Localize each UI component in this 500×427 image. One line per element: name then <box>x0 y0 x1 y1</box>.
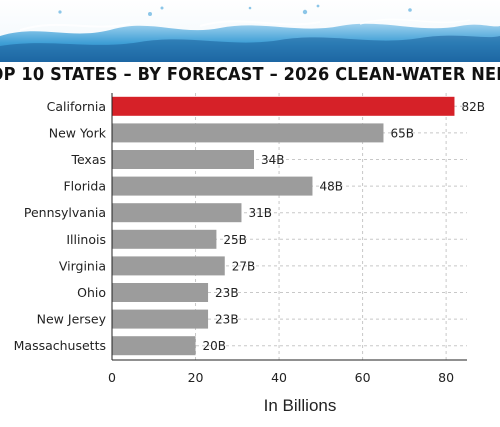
category-label: New York <box>49 125 107 140</box>
category-label: Massachusetts <box>14 338 106 353</box>
bar <box>112 256 225 276</box>
x-tick-label: 20 <box>188 370 204 385</box>
bar <box>112 309 209 329</box>
chart-title: TOP 10 STATES – BY FORECAST – 2026 CLEAN… <box>0 65 500 85</box>
bar <box>112 176 313 196</box>
bar <box>112 150 254 169</box>
bars <box>112 96 455 356</box>
value-label: 25B <box>223 233 247 247</box>
bar <box>112 203 242 223</box>
value-label: 34B <box>261 153 285 167</box>
bar <box>112 96 455 116</box>
x-tick-label: 40 <box>271 370 287 385</box>
value-label: 31B <box>248 206 272 220</box>
category-label: Virginia <box>59 258 106 273</box>
x-axis-label: In Billions <box>263 396 337 415</box>
bar <box>112 123 384 143</box>
category-label: New Jersey <box>37 312 107 327</box>
value-label: 65B <box>390 126 414 140</box>
x-tick-label: 60 <box>355 370 371 385</box>
bar <box>112 229 217 249</box>
value-label: 23B <box>215 286 239 300</box>
value-label: 48B <box>319 180 343 194</box>
bar <box>112 336 196 356</box>
value-label: 23B <box>215 313 239 327</box>
category-label: Florida <box>63 179 106 194</box>
value-label: 82B <box>461 100 485 114</box>
value-label: 20B <box>203 339 227 353</box>
category-label: Illinois <box>66 232 106 247</box>
water-splash-banner <box>0 0 500 62</box>
labels: 0 20 40 60 80 California 82B New York 65B Texas 34… <box>14 99 485 385</box>
category-label: Ohio <box>77 285 106 300</box>
value-label: 27B <box>232 259 256 273</box>
category-label: Texas <box>70 152 106 167</box>
chart-title-band: TOP 10 STATES – BY FORECAST – 2026 CLEAN… <box>0 60 500 90</box>
x-tick-label: 0 <box>108 370 116 385</box>
x-tick-label: 80 <box>438 370 454 385</box>
category-label: Pennsylvania <box>24 205 106 220</box>
category-label: California <box>47 99 106 114</box>
bar <box>112 283 209 302</box>
axes <box>111 93 467 361</box>
